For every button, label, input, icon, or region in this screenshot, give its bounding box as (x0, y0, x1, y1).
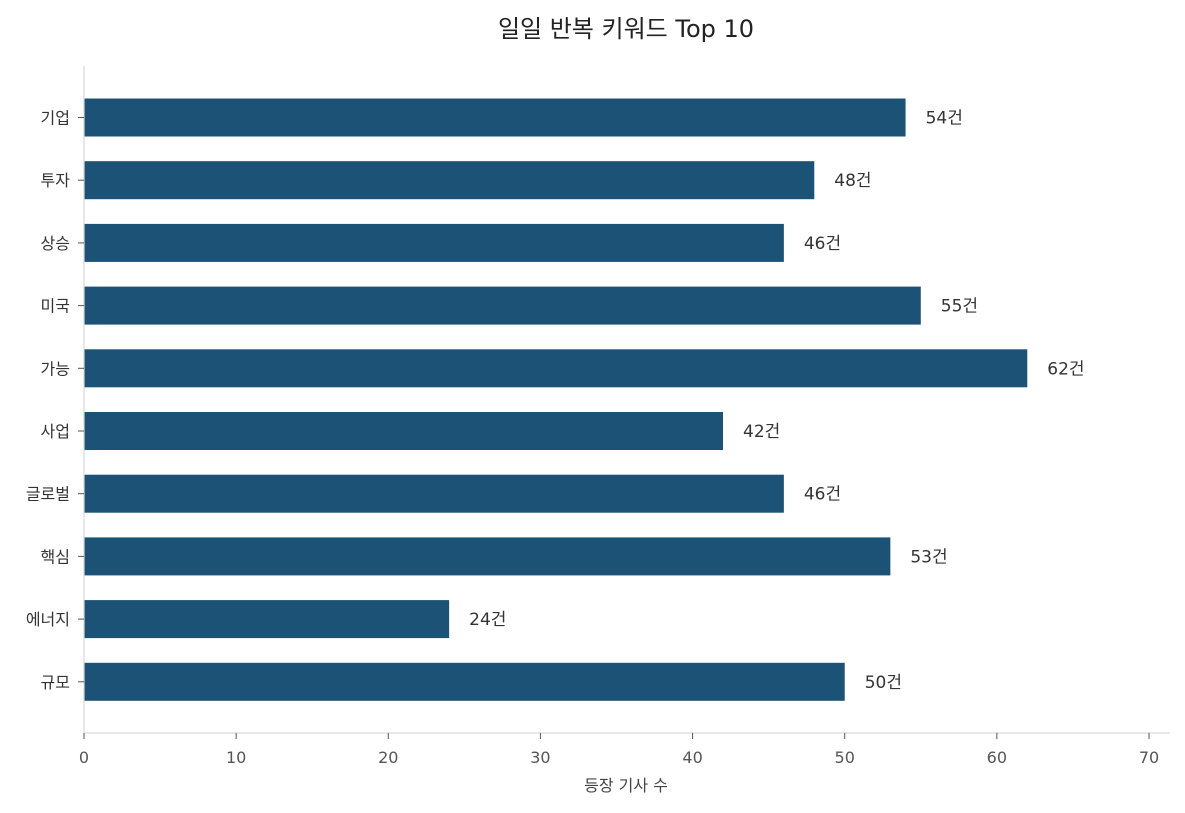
x-tick-label: 60 (987, 748, 1007, 767)
x-tick-label: 20 (378, 748, 398, 767)
category-label: 상승 (41, 234, 70, 253)
chart-title: 일일 반복 키워드 Top 10 (498, 15, 754, 43)
x-tick-label: 50 (835, 748, 855, 767)
category-label: 규모 (41, 673, 70, 692)
category-label: 투자 (41, 171, 71, 190)
data-label: 46건 (804, 234, 841, 254)
data-label: 53건 (910, 547, 947, 567)
category-label: 에너지 (26, 610, 70, 629)
bar (84, 662, 845, 701)
data-label: 48건 (834, 171, 871, 191)
data-label: 42건 (743, 422, 780, 442)
data-label: 50건 (865, 673, 902, 693)
x-tick-label: 70 (1139, 748, 1159, 767)
data-label: 54건 (926, 109, 963, 129)
bar (84, 161, 815, 200)
x-tick-label: 40 (682, 748, 702, 767)
x-tick-label: 0 (79, 748, 89, 767)
bar (84, 286, 921, 325)
category-label: 글로벌 (26, 485, 70, 504)
data-label: 62건 (1047, 359, 1084, 379)
bar (84, 223, 784, 262)
bar (84, 349, 1028, 388)
category-label: 기업 (41, 109, 70, 128)
data-label: 46건 (804, 485, 841, 505)
data-label: 24건 (469, 610, 506, 630)
x-tick-label: 10 (226, 748, 246, 767)
bar (84, 98, 906, 137)
bar (84, 412, 723, 450)
x-axis-title: 등장 기사 수 (584, 776, 668, 795)
category-label: 핵심 (41, 547, 70, 566)
category-label: 사업 (41, 422, 70, 441)
x-tick-label: 30 (530, 748, 550, 767)
bar (84, 600, 450, 639)
category-label: 가능 (41, 359, 70, 378)
bar (84, 537, 891, 576)
category-label: 미국 (41, 297, 70, 316)
bars-group: 54건 48건 46건 55건 62건 42건 46건 53건 24건 50건 (84, 98, 1085, 701)
bar (84, 474, 784, 513)
data-label: 55건 (941, 297, 978, 317)
